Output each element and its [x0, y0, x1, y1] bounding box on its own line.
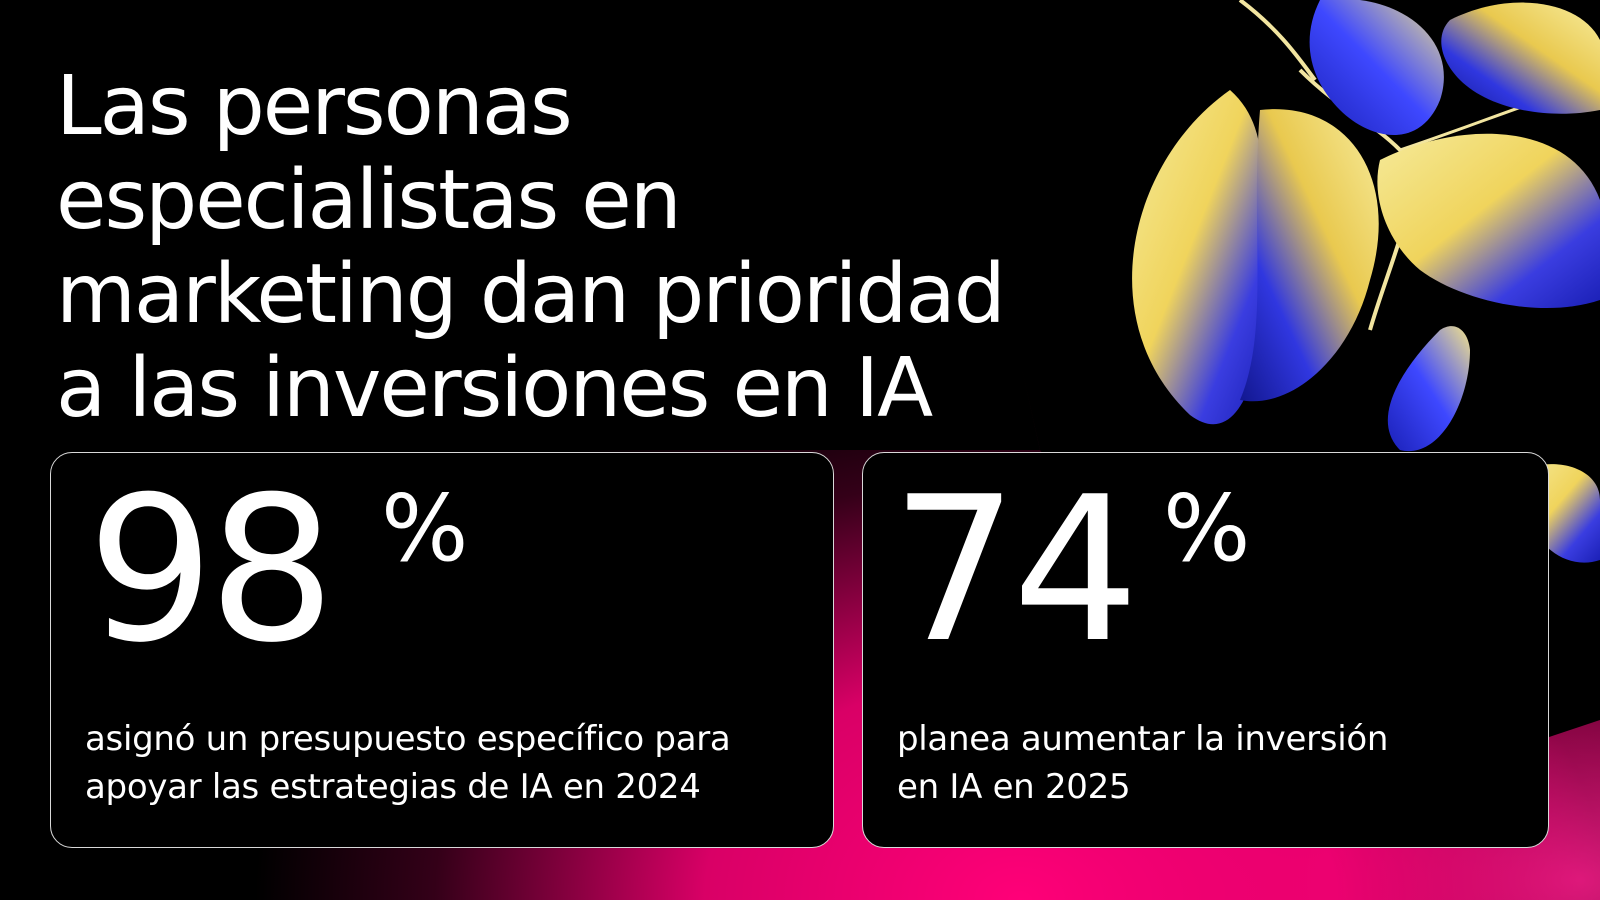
stat-description-line: en IA en 2025	[897, 767, 1131, 807]
stat-unit: %	[381, 475, 469, 582]
headline-line: Las personas	[56, 59, 573, 154]
stat-value: 98	[87, 454, 335, 687]
stat-description: asignó un presupuesto específico para ap…	[85, 715, 805, 811]
stat-description-line: asignó un presupuesto específico para	[85, 719, 731, 759]
stat-description: planea aumentar la inversión en IA en 20…	[897, 715, 1517, 811]
stat-description-line: planea aumentar la inversión	[897, 719, 1389, 759]
headline-line: especialistas en	[56, 153, 682, 248]
headline-line: a las inversiones en IA	[56, 341, 933, 436]
stat-value: 74	[891, 454, 1139, 687]
stat-card-budget: 98 % asignó un presupuesto específico pa…	[50, 452, 834, 848]
stat-unit: %	[1163, 475, 1251, 582]
stat-card-investment: 74 % planea aumentar la inversión en IA …	[862, 452, 1549, 848]
headline-line: marketing dan prioridad	[56, 247, 1006, 342]
page-title: Las personas especialistas en marketing …	[56, 60, 1136, 436]
flower-illustration	[1132, 0, 1600, 563]
stat-description-line: apoyar las estrategias de IA en 2024	[85, 767, 701, 807]
